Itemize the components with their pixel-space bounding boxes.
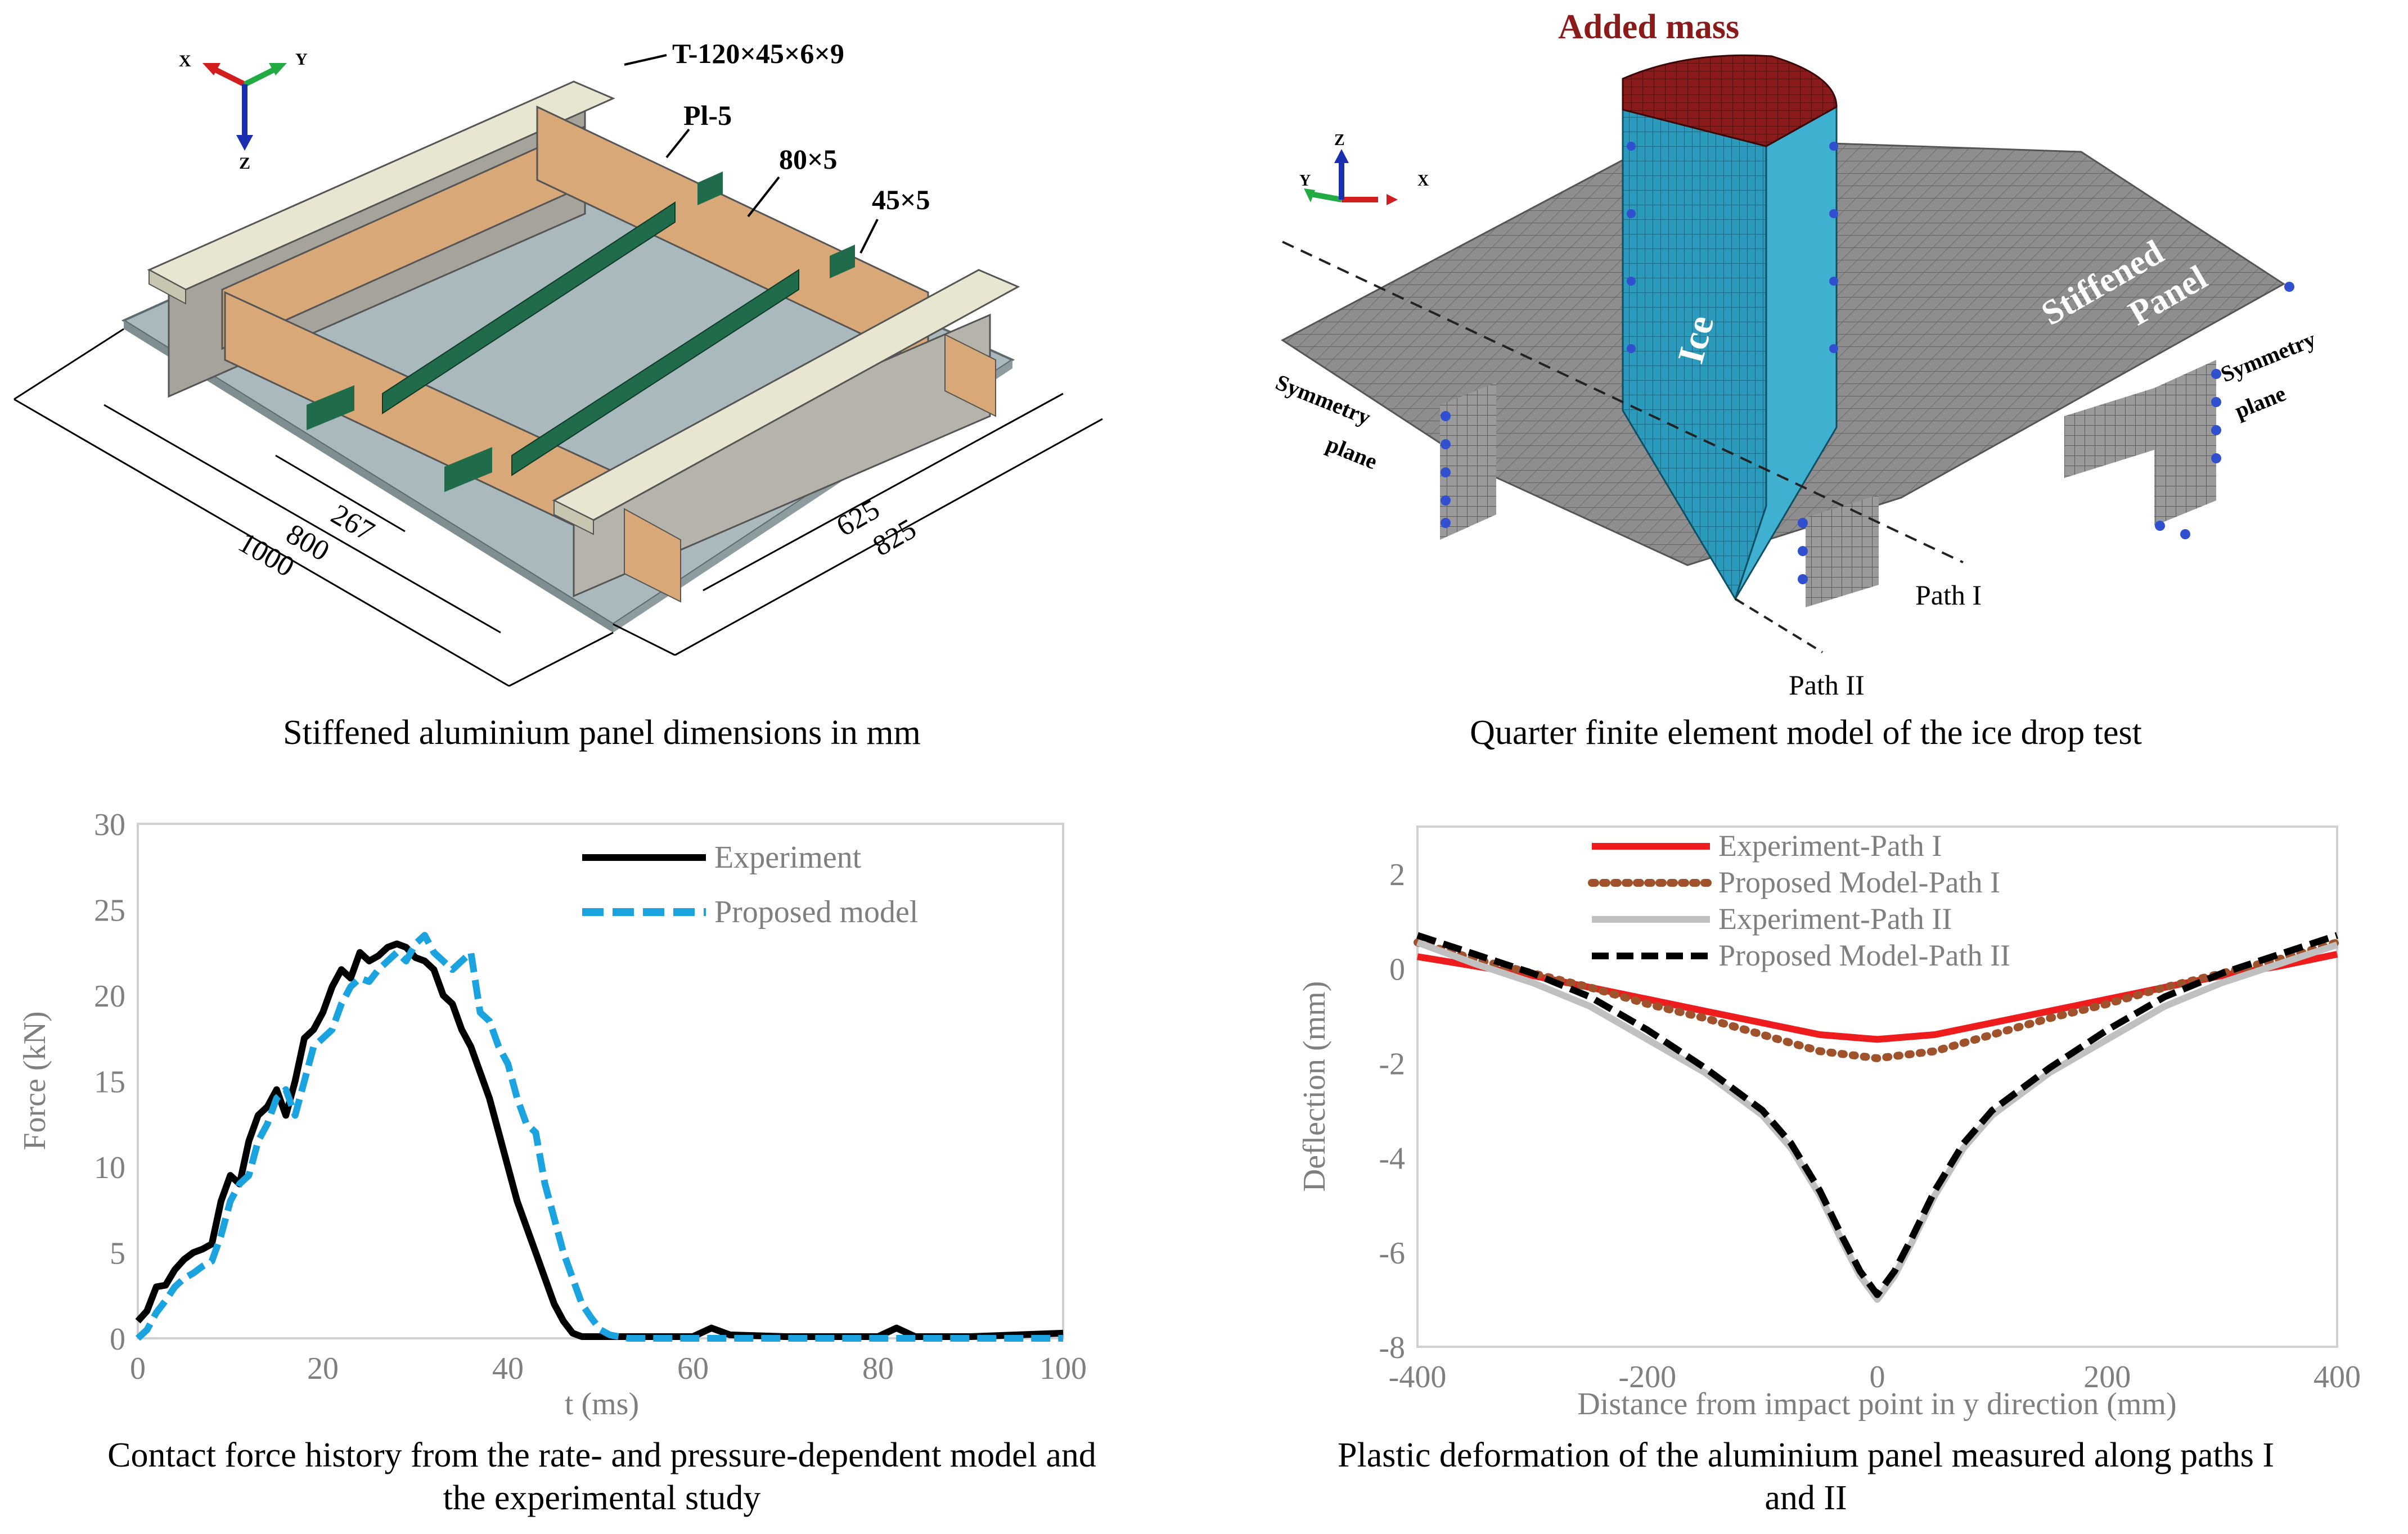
chart1-xtick-5: 100 xyxy=(1039,1351,1087,1386)
chart2-ylabel: Deflection (mm) xyxy=(1297,981,1332,1192)
chart2-ytick-3: -2 xyxy=(1379,1046,1405,1081)
axis-y-label-a: Y xyxy=(295,50,308,69)
label-girder: 80×5 xyxy=(779,143,838,175)
axis-triad-a: X Y Z xyxy=(179,50,308,173)
chart1-series-0 xyxy=(135,940,1064,1340)
chart1-ytick-5: 25 xyxy=(94,894,125,928)
caption-panel-a: Stiffened aluminium panel dimensions in … xyxy=(283,714,921,752)
chart1-xlabel: t (ms) xyxy=(565,1387,639,1422)
fe-front-wall xyxy=(1806,495,1879,607)
chart2-ytick-0: -8 xyxy=(1379,1330,1405,1365)
chart2-plot-frame xyxy=(1416,825,2338,1348)
chart2-legend-model1: Proposed Model-Path I xyxy=(1718,865,2000,899)
chart1-xtick-0: 0 xyxy=(130,1351,146,1386)
stiffener-2 xyxy=(511,269,799,476)
chart2-ytick-4: 0 xyxy=(1389,952,1405,987)
chart1-legend-experiment: Experiment xyxy=(714,840,862,875)
chart1-ytick-1: 5 xyxy=(110,1237,125,1271)
chart2-series-3 xyxy=(1416,932,2338,1298)
chart1-ytick-6: 30 xyxy=(94,807,125,842)
caption-panel-c-line1: Contact force history from the rate- and… xyxy=(107,1436,1096,1474)
chart2-series-1 xyxy=(1414,939,2341,1062)
chart2-xtick-3: 200 xyxy=(2083,1360,2131,1395)
panel-d-deflection-chart: -400 -200 0 200 400 -8 -6 -4 -2 0 2 Distance from … xyxy=(1204,787,2408,1434)
stiffener-stub-1 xyxy=(307,385,354,430)
girder-right-end xyxy=(944,333,996,417)
chart1-ytick-4: 20 xyxy=(94,979,125,1014)
label-symmetry-right-2: plane xyxy=(2231,381,2289,424)
chart1-legend: Experiment Proposed model xyxy=(582,840,918,930)
fe-model-svg: X Y Z Added mass Ice Stiffened Panel Sym… xyxy=(1272,8,2320,701)
t-flange-far-edge xyxy=(148,269,186,305)
chart2-xtick-4: 400 xyxy=(2314,1360,2361,1395)
caption-panel-d-line2: and II xyxy=(1765,1479,1847,1517)
chart2-ytick-5: 2 xyxy=(1389,858,1405,892)
caption-panel-b: Quarter finite element model of the ice … xyxy=(1470,714,2142,752)
panel-b-fe-model: X Y Z Added mass Ice Stiffened Panel Sym… xyxy=(1204,0,2408,703)
fe-right-wall xyxy=(2154,360,2216,526)
chart2-ytick-1: -6 xyxy=(1379,1236,1405,1271)
stiffener-stub-2 xyxy=(444,447,492,492)
axis-y-label-b: Y xyxy=(1299,172,1311,190)
chart1-xtick-3: 60 xyxy=(677,1351,709,1386)
base-plate-edge xyxy=(124,321,613,633)
force-chart-svg: 0 20 40 60 80 100 0 5 10 15 20 25 30 t (ms) Force (k… xyxy=(17,807,1087,1422)
boundary-markers xyxy=(1441,142,2294,584)
caption-panel-d-line1: Plastic deformation of the aluminium pan… xyxy=(1338,1436,2274,1474)
girder-near-end xyxy=(624,508,681,603)
stiffened-panel-svg: X Y Z T-120×45×6×9 Pl-5 80×5 45×5 267 80… xyxy=(13,38,1103,687)
label-symmetry-right-1: Symmetry xyxy=(2217,326,2320,387)
chart2-ytick-2: -4 xyxy=(1379,1142,1405,1176)
chart2-xlabel: Distance from impact point in y directio… xyxy=(1577,1387,2176,1422)
label-added-mass: Added mass xyxy=(1558,8,1739,46)
panel-c-force-chart: 0 20 40 60 80 100 0 5 10 15 20 25 30 t (ms) Force (k… xyxy=(0,787,1204,1434)
label-symmetry-left-2: plane xyxy=(1323,431,1381,475)
path-i-line xyxy=(1282,241,1964,563)
t-flange-near-edge xyxy=(553,499,594,535)
chart1-ytick-0: 0 xyxy=(110,1322,125,1357)
axis-triad-b: X Y Z xyxy=(1299,132,1429,205)
label-path-ii: Path II xyxy=(1789,669,1865,701)
chart1-ytick-2: 10 xyxy=(94,1150,125,1185)
chart2-series-2 xyxy=(1416,939,2338,1303)
fe-stiffener-wall xyxy=(2064,388,2154,478)
chart1-ytick-3: 15 xyxy=(94,1065,125,1100)
chart1-legend-model: Proposed model xyxy=(714,895,918,930)
chart2-legend-model2: Proposed Model-Path II xyxy=(1718,939,2010,972)
axis-x-label-a: X xyxy=(179,52,191,70)
stiffener-stub-3 xyxy=(697,172,723,205)
chart2-xtick-0: -400 xyxy=(1389,1360,1447,1395)
chart2-legend: Experiment-Path I Proposed Model-Path I … xyxy=(1588,829,2010,972)
chart2-xtick-1: -200 xyxy=(1618,1360,1676,1395)
chart1-xtick-2: 40 xyxy=(492,1351,524,1386)
chart2-legend-exp1: Experiment-Path I xyxy=(1718,829,1942,863)
chart1-ylabel: Force (kN) xyxy=(17,1011,52,1150)
panel-a-drawing: X Y Z T-120×45×6×9 Pl-5 80×5 45×5 267 80… xyxy=(0,0,1204,703)
label-t-section: T-120×45×6×9 xyxy=(672,38,844,69)
axis-x-label-b: X xyxy=(1417,172,1429,190)
chart1-xtick-4: 80 xyxy=(862,1351,894,1386)
chart2-xtick-2: 0 xyxy=(1870,1360,1885,1395)
path-ii-line xyxy=(1734,598,1824,653)
chart1-xtick-1: 20 xyxy=(307,1351,339,1386)
axis-z-label-a: Z xyxy=(239,154,250,173)
axis-z-label-b: Z xyxy=(1334,132,1345,149)
chart1-series-1 xyxy=(135,932,1063,1342)
stiffener-1 xyxy=(382,201,676,414)
label-plate: Pl-5 xyxy=(683,100,732,131)
fe-left-wall xyxy=(1440,382,1496,540)
caption-panel-c-line2: the experimental study xyxy=(443,1479,761,1517)
chart1-plot-frame xyxy=(137,823,1064,1339)
label-path-i: Path I xyxy=(1915,579,1982,611)
deflection-chart-svg: -400 -200 0 200 400 -8 -6 -4 -2 0 2 Distance from … xyxy=(1297,825,2361,1422)
dimension-lines xyxy=(13,328,1103,687)
label-stiffener: 45×5 xyxy=(872,184,930,215)
chart2-legend-exp2: Experiment-Path II xyxy=(1718,902,1952,936)
stiffener-stub-4 xyxy=(830,245,855,278)
added-mass xyxy=(1622,54,1838,147)
